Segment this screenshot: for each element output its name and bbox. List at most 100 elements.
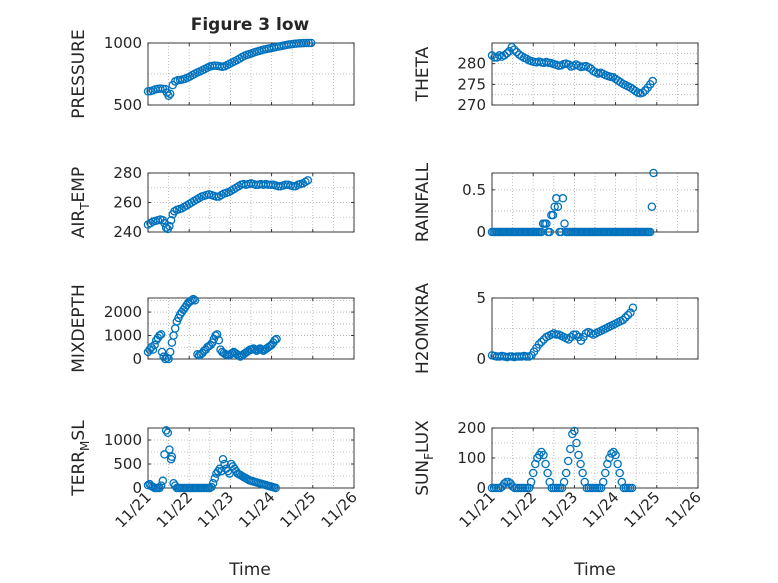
data-point [509,45,519,54]
data-point [155,483,164,493]
data-point [578,468,587,478]
data-point [155,331,164,340]
data-point [607,449,616,458]
y-tick-label: 5 [476,289,486,307]
y-axis-label: TERRMSL [69,420,92,497]
data-point [534,340,544,349]
data-point [543,468,552,478]
y-axis-label: PRESSURE [69,29,89,118]
y-tick-label: 240 [113,223,142,241]
data-point [561,468,571,478]
data-point [161,426,171,435]
data-point [303,176,313,185]
axes-box [491,297,699,360]
data-point [304,38,313,48]
y-tick-label: 270 [457,96,486,114]
data-point [190,296,200,305]
data-point [613,459,622,469]
data-point [161,354,170,364]
data-point [163,428,173,438]
data-point [167,452,177,462]
data-point [626,308,635,317]
data-point [537,337,546,347]
data-point [210,474,219,483]
data-point [601,468,610,478]
data-point [166,215,176,225]
data-point [542,219,551,228]
data-point [570,426,579,436]
y-tick-label: 100 [457,449,486,467]
data-point [553,202,563,211]
y-tick-label: 0 [132,350,142,368]
data-point [214,335,224,345]
y-tick-label: 260 [113,194,142,212]
data-point [576,459,585,469]
data-point [500,479,509,488]
y-tick-label: 200 [457,419,486,437]
data-point [218,454,228,464]
data-point [618,315,628,325]
data-point [165,445,174,454]
y-tick-label: 0 [476,479,486,497]
data-point [212,192,221,201]
y-axis-label: MIXDEPTH [69,284,89,373]
data-point [271,483,280,493]
data-point [272,334,281,344]
data-point [574,450,583,460]
y-tick-label: 1000 [104,34,142,52]
y-tick-label: 0 [476,223,486,241]
data-point [545,227,554,237]
y-tick-label: 0 [132,479,142,497]
data-point [615,468,624,478]
data-point [563,456,573,466]
data-point [500,51,509,60]
y-axis-label: H2OMIXRA [413,283,433,374]
y-tick-label: 1000 [104,431,142,449]
data-point [157,347,167,357]
subplot-mixdepth: 0 1000 2000 MIXDEPTH [69,284,355,373]
data-point [645,227,655,237]
data-point [572,438,581,448]
data-point [611,450,620,460]
data-point [150,340,159,350]
data-point [627,483,637,493]
y-tick-label: 275 [457,75,486,93]
data-point [628,303,638,313]
y-tick-label: 0.5 [462,181,486,199]
data-point [306,38,316,48]
data-point [559,477,569,487]
y-tick-label: 500 [113,455,142,473]
axes-box [147,42,355,106]
data-point [207,482,216,492]
data-point [165,221,174,231]
data-point [165,89,175,99]
y-tick-label: 0 [476,350,486,368]
data-point [638,88,648,97]
y-axis-label: THETA [413,46,433,102]
data-point [165,347,175,357]
data-point [502,49,512,58]
y-axis-label: SUNFLUX [413,420,436,496]
data-point [623,310,633,320]
y-tick-label: 1000 [104,327,142,345]
data-point [598,477,608,487]
data-point [541,459,550,469]
y-axis-label: AIRTEMP [69,167,92,238]
data-point [156,481,166,490]
data-point [193,350,202,359]
x-axis-label-right: Time [573,560,616,580]
axes-box [147,427,355,489]
data-point [270,335,280,345]
data-point [552,330,561,339]
data-point [539,450,548,460]
subplot-air-temp: 240 260 280 AIRTEMP [69,164,355,241]
data-point [288,182,298,191]
subplot-rainfall: 0 0.5 RAINFALL [413,162,699,242]
axes-box [147,297,355,360]
data-point [301,38,311,48]
data-point [548,210,558,220]
data-point [189,294,198,304]
data-point [571,330,581,339]
data-point [526,477,536,487]
